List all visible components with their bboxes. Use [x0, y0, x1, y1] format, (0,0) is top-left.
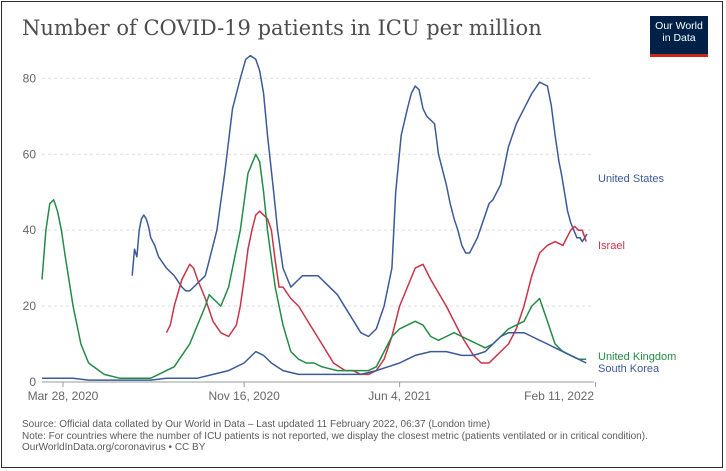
x-tick-label: Nov 16, 2020 — [208, 389, 280, 403]
x-axis: Mar 28, 2020 Nov 16, 2020 Jun 4, 2021 Feb 1… — [28, 382, 597, 403]
series-label-south-korea[interactable]: South Korea — [598, 363, 660, 375]
source-note: Source: Official data collated by Our Wo… — [22, 419, 491, 430]
series-line-israel[interactable] — [165, 210, 587, 376]
x-tick-label: Mar 28, 2020 — [28, 389, 99, 403]
series-label-israel[interactable]: Israel — [598, 240, 625, 252]
chart-title: Number of COVID-19 patients in ICU per m… — [22, 16, 542, 40]
logo-line-2: in Data — [662, 32, 696, 44]
series-line-united-kingdom[interactable] — [41, 153, 587, 379]
y-tick-label: 40 — [23, 223, 37, 237]
series-line-united-states[interactable] — [131, 54, 588, 338]
owid-logo[interactable]: Our World in Data — [650, 16, 708, 57]
y-tick-label: 20 — [23, 299, 37, 313]
series-label-united-kingdom[interactable]: United Kingdom — [598, 351, 676, 363]
grid-lines — [42, 77, 594, 383]
series-label-united-states[interactable]: United States — [598, 173, 665, 185]
chart-notes: Source: Official data collated by Our Wo… — [22, 419, 648, 454]
y-tick-label: 60 — [23, 147, 37, 161]
y-tick-label: 0 — [29, 375, 36, 389]
series-lines — [41, 54, 588, 381]
credit-link[interactable]: OurWorldInData.org/coronavirus • CC BY — [22, 442, 206, 453]
footnote: Note: For countries where the number of … — [22, 430, 648, 442]
y-tick-label: 80 — [23, 71, 37, 85]
series-line-south-korea[interactable] — [42, 331, 587, 381]
x-tick-label: Jun 4, 2021 — [368, 389, 431, 403]
x-tick-label: Feb 11, 2022 — [524, 389, 594, 403]
y-axis: 0 20 40 60 80 — [23, 71, 37, 389]
logo-line-1: Our World — [655, 20, 703, 32]
